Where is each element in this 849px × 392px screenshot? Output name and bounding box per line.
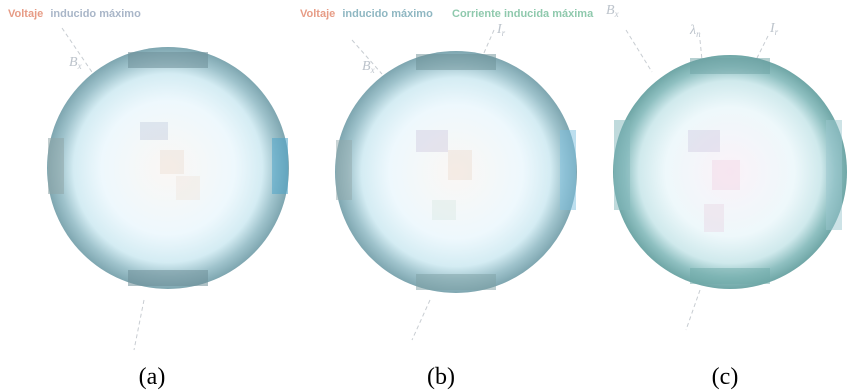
leader-line-bottom bbox=[685, 289, 701, 331]
panel-c: Bx λn Ir (c) bbox=[606, 3, 847, 390]
leader-line-field bbox=[61, 27, 97, 79]
leader-line-field bbox=[625, 29, 653, 73]
pixelated-core-disc bbox=[613, 55, 847, 289]
legend-current-max: Corriente inducida máxima bbox=[452, 8, 594, 20]
current-label: Ir bbox=[769, 21, 779, 37]
leader-line-bottom bbox=[411, 299, 431, 341]
current-label: Ir bbox=[496, 22, 506, 38]
panel-caption: (a) bbox=[139, 364, 166, 390]
panel-caption: (c) bbox=[712, 364, 739, 390]
field-label: Bx bbox=[606, 3, 619, 19]
pixelated-core-disc bbox=[47, 47, 289, 289]
legend-voltage-rest: inducido máximo bbox=[342, 8, 433, 20]
rim-tiles bbox=[614, 58, 842, 284]
legend-voltage-word: Voltaje bbox=[300, 8, 335, 20]
core-tiles bbox=[688, 130, 740, 232]
leader-line-lambda bbox=[699, 39, 703, 61]
legend-voltage-max: Voltaje inducido máximo bbox=[8, 8, 141, 20]
panel-a: Voltaje inducido máximo Bx (a) bbox=[8, 8, 289, 390]
pixelated-core-disc bbox=[335, 51, 577, 293]
lambda-label: λn bbox=[689, 23, 701, 39]
field-label: Bx bbox=[362, 59, 375, 75]
rim-tiles bbox=[48, 52, 288, 286]
panel-caption: (b) bbox=[427, 364, 455, 390]
legend-voltage-max: Voltaje inducido máximo bbox=[300, 8, 433, 20]
field-label: Bx bbox=[69, 55, 82, 71]
core-tiles bbox=[140, 122, 200, 200]
rim-tiles bbox=[336, 54, 576, 290]
core-tiles bbox=[416, 130, 472, 220]
leader-line-current bbox=[755, 35, 769, 61]
panel-b: Voltaje inducido máximo Corriente induci… bbox=[300, 8, 594, 390]
leader-line-field bbox=[351, 39, 383, 75]
legend-voltage-word: Voltaje bbox=[8, 8, 43, 20]
legend-voltage-rest: inducido máximo bbox=[50, 8, 141, 20]
leader-line-bottom bbox=[133, 299, 145, 351]
